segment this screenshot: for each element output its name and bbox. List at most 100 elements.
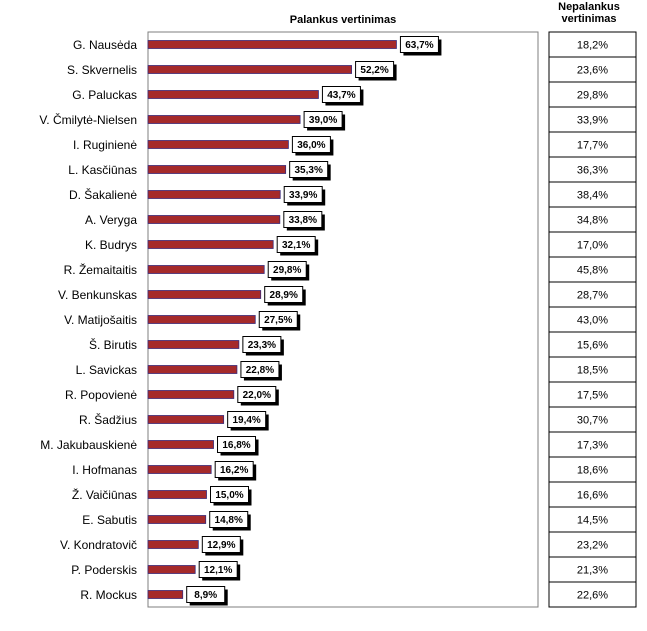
bar	[147, 115, 301, 124]
value-label-box	[283, 186, 323, 203]
unfavorable-cell	[548, 456, 637, 483]
category-label: V. Čmilytė-Nielsen	[39, 112, 137, 127]
bar	[147, 390, 235, 399]
unfavorable-cell	[548, 556, 637, 583]
unfavorable-value: 43,0%	[577, 315, 608, 327]
unfavorable-value: 29,8%	[577, 90, 608, 102]
unfavorable-value: 23,6%	[577, 65, 608, 77]
unfavorable-value: 17,3%	[577, 440, 608, 452]
value-label: 33,9%	[289, 190, 317, 201]
unfavorable-value: 38,4%	[577, 190, 608, 202]
unfavorable-cell	[548, 431, 637, 458]
value-label: 22,8%	[246, 365, 274, 376]
bar	[147, 415, 225, 424]
value-label: 27,5%	[264, 315, 292, 326]
value-label-box	[201, 536, 241, 553]
unfavorable-cell	[548, 156, 637, 183]
category-label: V. Matijošaitis	[64, 313, 137, 327]
unfavorable-value: 14,5%	[577, 515, 608, 527]
bar	[147, 465, 212, 474]
unfavorable-value: 21,3%	[577, 565, 608, 577]
value-label-box	[289, 161, 329, 178]
value-label: 14,8%	[215, 515, 243, 526]
unfavorable-value: 18,2%	[577, 40, 608, 52]
value-label: 19,4%	[232, 415, 260, 426]
value-label: 28,9%	[270, 290, 298, 301]
value-label: 12,9%	[207, 540, 235, 551]
value-label: 22,0%	[243, 390, 271, 401]
category-label: R. Šadžius	[79, 412, 137, 427]
value-label-box	[321, 86, 361, 103]
value-label-box	[217, 436, 257, 453]
bar	[147, 490, 207, 499]
category-label: P. Poderskis	[71, 563, 137, 577]
value-label: 39,0%	[309, 115, 337, 126]
bar	[147, 40, 397, 49]
unfavorable-value: 30,7%	[577, 415, 608, 427]
unfavorable-cell	[548, 381, 637, 408]
value-label-box	[242, 336, 282, 353]
value-label: 32,1%	[282, 240, 310, 251]
bar	[147, 565, 196, 574]
unfavorable-cell	[548, 81, 637, 108]
bar	[147, 190, 281, 199]
value-label: 35,3%	[294, 165, 322, 176]
category-label: K. Budrys	[85, 238, 137, 252]
value-label: 63,7%	[405, 40, 433, 51]
unfavorable-cell	[548, 356, 637, 383]
unfavorable-cell	[548, 306, 637, 333]
unfavorable-value: 16,6%	[577, 490, 608, 502]
category-label: R. Žemaitaitis	[64, 262, 137, 277]
unfavorable-value: 22,6%	[577, 590, 608, 602]
bar	[147, 540, 199, 549]
unfavorable-value: 18,5%	[577, 365, 608, 377]
value-label-box	[399, 36, 439, 53]
bar	[147, 65, 352, 74]
unfavorable-value: 18,6%	[577, 465, 608, 477]
unfavorable-value: 17,0%	[577, 240, 608, 252]
value-label-box	[355, 61, 395, 78]
value-label-box	[283, 211, 323, 228]
unfavorable-value: 15,6%	[577, 340, 608, 352]
unfavorable-cell	[548, 581, 637, 608]
value-label-box	[267, 261, 307, 278]
bar	[147, 140, 289, 149]
bar	[147, 340, 240, 349]
unfavorable-cell	[548, 56, 637, 83]
category-label: R. Mockus	[80, 588, 137, 602]
category-label: D. Šakalienė	[69, 187, 137, 202]
unfavorable-value: 33,9%	[577, 115, 608, 127]
value-label-box	[291, 136, 331, 153]
unfavorable-value: 34,8%	[577, 215, 608, 227]
category-label: A. Veryga	[85, 213, 137, 227]
value-label: 52,2%	[360, 65, 388, 76]
unfavorable-value: 28,7%	[577, 290, 608, 302]
value-label-box	[303, 111, 343, 128]
unfavorable-cell	[548, 506, 637, 533]
unfavorable-cell	[548, 256, 637, 283]
value-label: 29,8%	[273, 265, 301, 276]
value-label: 33,8%	[289, 215, 317, 226]
bar	[147, 265, 265, 274]
bar	[147, 590, 184, 599]
bar	[147, 515, 207, 524]
chart-title: Palankus vertinimas	[289, 14, 397, 26]
unfavorable-cell	[548, 131, 637, 158]
category-label: I. Ruginienė	[73, 138, 137, 152]
unfavorable-cell	[548, 206, 637, 233]
unfavorable-value: 36,3%	[577, 165, 608, 177]
unfavorable-cell	[548, 231, 637, 258]
category-label: R. Popovienė	[65, 388, 137, 402]
value-label-box	[237, 386, 277, 403]
category-label: G. Nausėda	[73, 38, 137, 52]
bar	[147, 165, 287, 174]
bar	[147, 240, 274, 249]
bar	[147, 440, 214, 449]
category-label: E. Sabutis	[82, 513, 137, 527]
value-label-box	[276, 236, 316, 253]
unfavorable-value: 23,2%	[577, 540, 608, 552]
unfavorable-column-title: Nepalankus vertinimas	[558, 1, 620, 25]
value-label: 36,0%	[297, 140, 325, 151]
bar	[147, 315, 256, 324]
